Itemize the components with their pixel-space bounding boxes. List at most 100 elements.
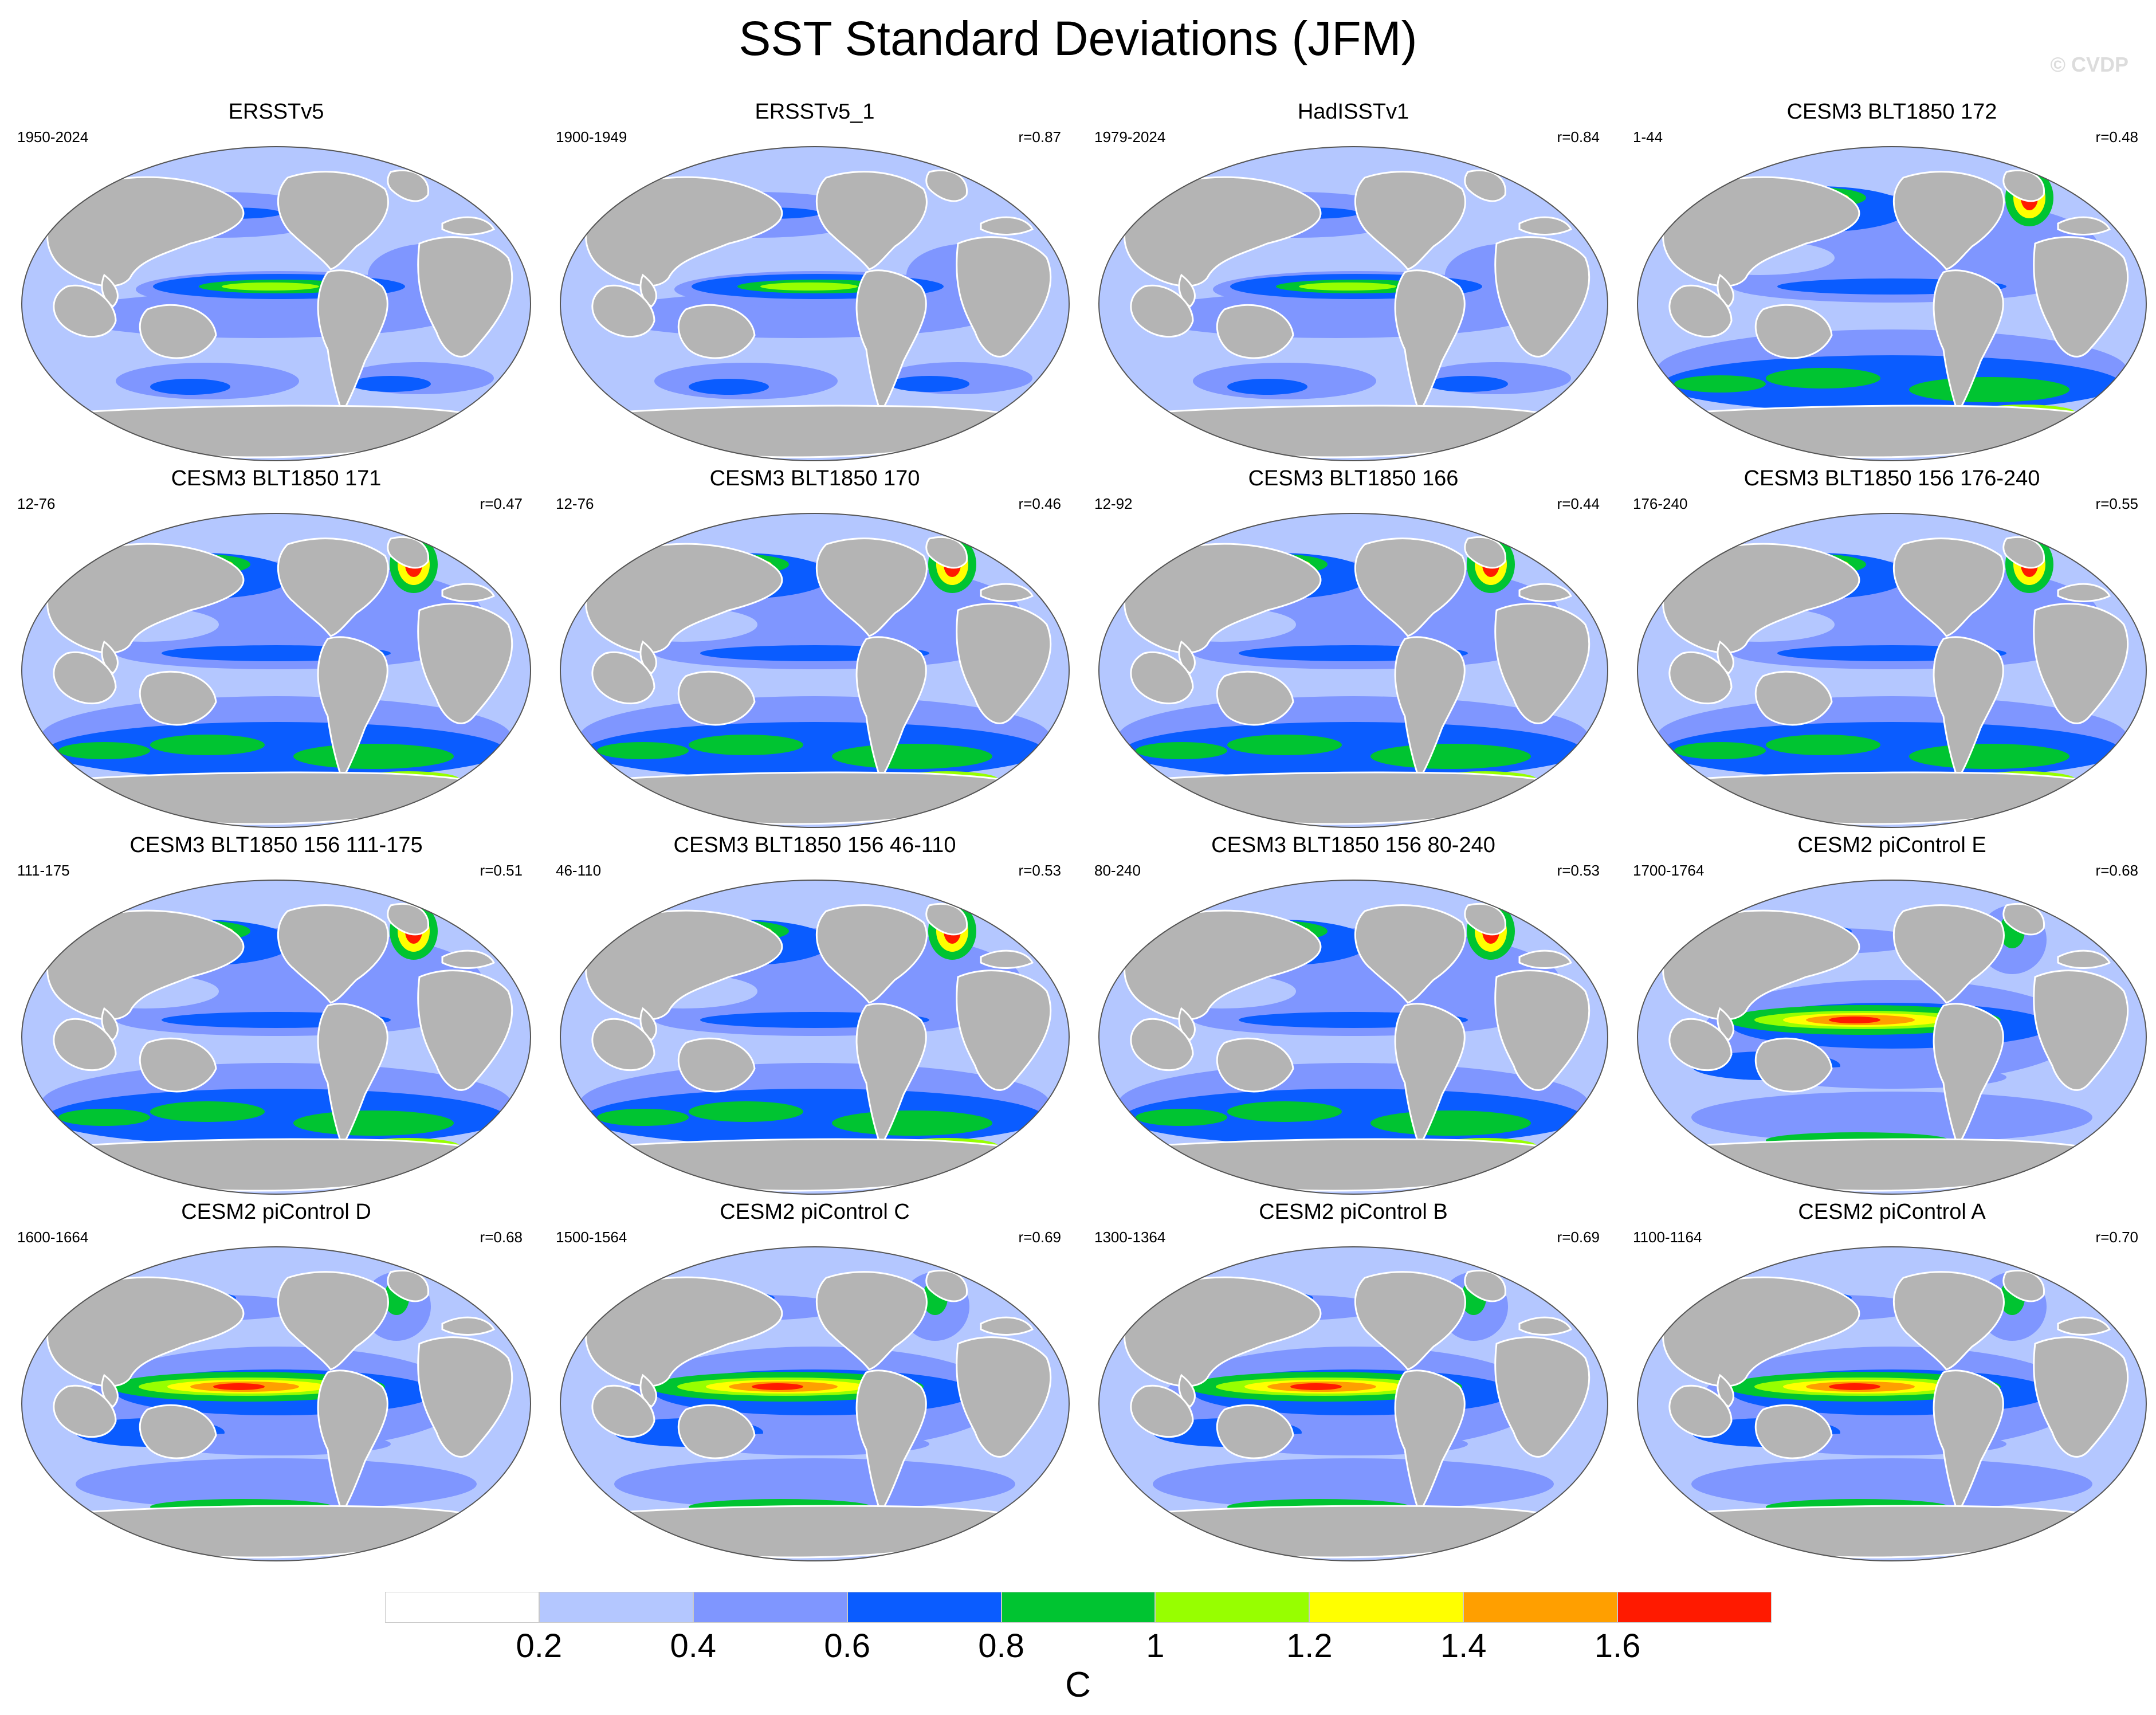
sst-map: [1098, 1246, 1608, 1561]
sst-contour: [1428, 376, 1508, 392]
colorbar-box: [1155, 1592, 1310, 1623]
panel-correlation: r=0.70: [2095, 1229, 2138, 1246]
map-border: [560, 513, 1070, 828]
land-mass: [1668, 1018, 1733, 1072]
sst-contour: [1829, 1017, 1880, 1023]
land-mass: [317, 269, 388, 415]
land-mass: [610, 405, 1020, 458]
land-mass: [1687, 1138, 2097, 1192]
sst-contour: [1227, 379, 1307, 395]
land-mass: [1668, 651, 1733, 705]
sst-map: [21, 146, 531, 461]
land-mass: [2033, 603, 2129, 724]
land-mass: [1892, 1271, 2005, 1371]
panel-years: 12-76: [556, 495, 594, 512]
land-mass: [53, 651, 117, 705]
map-panel: ERSSTv5 1950-2024: [7, 99, 545, 471]
land-mass: [815, 904, 928, 1004]
panel-title: CESM2 piControl B: [1259, 1200, 1448, 1224]
land-mass: [46, 176, 245, 287]
map-panel: CESM3 BLT1850 171 12-76 r=0.47: [7, 465, 545, 838]
land-mass: [1494, 970, 1591, 1091]
panel-years: 1700-1764: [1633, 862, 1705, 879]
sst-map: [1098, 513, 1608, 828]
panel-title: CESM3 BLT1850 171: [171, 466, 382, 490]
sst-contour: [614, 1458, 1015, 1510]
panel-title: CESM3 BLT1850 170: [709, 466, 920, 490]
land-mass: [1518, 1316, 1573, 1336]
land-mass: [2057, 216, 2111, 236]
map-panel: CESM3 BLT1850 156 176-240 176-240 r=0.55: [1623, 465, 2156, 838]
land-mass: [53, 1384, 117, 1438]
panel-title: CESM3 BLT1850 172: [1786, 100, 1997, 124]
land-mass: [1354, 1271, 1466, 1371]
colorbar-tick-label: 1.6: [1594, 1627, 1641, 1665]
panel-title: ERSSTv5_1: [755, 100, 875, 124]
sst-map: [560, 146, 1070, 461]
sst-contour: [351, 376, 431, 392]
sst-contour: [1136, 742, 1227, 759]
panel-title: CESM2 piControl E: [1797, 833, 1986, 857]
land-mass: [387, 902, 430, 936]
land-mass: [925, 169, 968, 202]
land-mass: [1464, 536, 1507, 569]
map-border: [21, 1246, 531, 1561]
land-mass: [1933, 1003, 2004, 1148]
land-mass: [1148, 771, 1558, 825]
map-border: [1098, 513, 1608, 828]
land-mass: [956, 603, 1052, 724]
sst-contour: [150, 735, 265, 755]
sst-contour: [1136, 1109, 1227, 1126]
panel-correlation: r=0.44: [1557, 495, 1600, 512]
colorbar-tick-label: 1.4: [1440, 1627, 1487, 1665]
land-mass: [1130, 284, 1194, 338]
land-mass: [956, 970, 1052, 1091]
land-mass: [1354, 171, 1466, 270]
colorbar-box: [1309, 1592, 1464, 1623]
sst-contour: [597, 742, 689, 759]
panel-years: 1100-1164: [1633, 1229, 1702, 1246]
land-mass: [585, 176, 783, 287]
panel-correlation: r=0.69: [1018, 1229, 1061, 1246]
land-mass: [53, 284, 117, 338]
land-mass: [417, 970, 513, 1091]
panel-years: 46-110: [556, 862, 602, 879]
land-mass: [1518, 583, 1573, 602]
land-mass: [925, 536, 968, 569]
panel-title: CESM3 BLT1850 156 176-240: [1743, 466, 2040, 490]
land-mass: [1124, 909, 1322, 1021]
land-mass: [441, 216, 496, 236]
panel-years: 1500-1564: [556, 1229, 627, 1246]
sst-contour: [76, 1458, 477, 1510]
land-mass: [585, 1276, 783, 1387]
land-mass: [1394, 636, 1466, 782]
sst-map: [1098, 880, 1608, 1195]
land-mass: [925, 902, 968, 936]
sst-contour: [213, 1383, 265, 1390]
land-mass: [139, 1037, 217, 1093]
land-mass: [46, 909, 245, 1021]
map-border: [1098, 1246, 1608, 1561]
map-border: [1637, 513, 2147, 828]
land-mass: [2057, 1316, 2111, 1336]
land-mass: [585, 909, 783, 1021]
land-mass: [139, 304, 217, 359]
land-mass: [1933, 269, 2004, 415]
land-mass: [1130, 1384, 1194, 1438]
land-mass: [591, 1018, 655, 1072]
sst-contour: [58, 1109, 150, 1126]
sst-contour: [222, 282, 319, 291]
land-mass: [387, 1269, 430, 1302]
panel-years: 1900-1949: [556, 128, 627, 146]
colorbar-box: [693, 1592, 847, 1623]
land-mass: [1754, 1404, 1833, 1459]
sst-map: [21, 1246, 531, 1561]
map-panel: CESM3 BLT1850 156 80-240 80-240 r=0.53: [1084, 832, 1623, 1204]
map-panel: CESM2 piControl E 1700-1764 r=0.68: [1623, 832, 2156, 1204]
sst-map: [21, 880, 531, 1195]
colorbar-box: [1617, 1592, 1772, 1623]
sst-map: [1098, 146, 1608, 461]
land-mass: [277, 1271, 389, 1371]
figure-title: SST Standard Deviations (JFM): [739, 11, 1417, 65]
panel-years: 176-240: [1633, 495, 1688, 512]
